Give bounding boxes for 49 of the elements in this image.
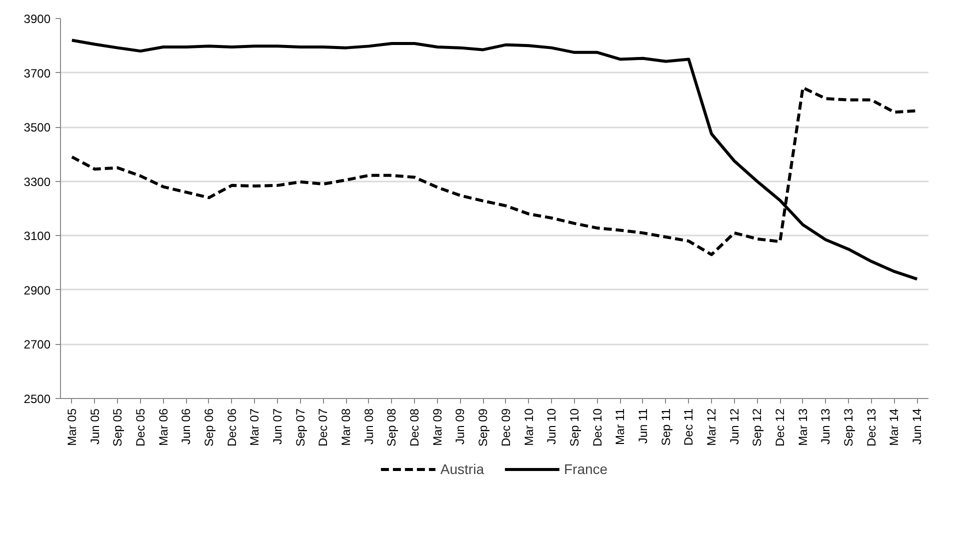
x-tick-label: Jun 11 [636,408,650,444]
x-tick-label: Dec 06 [224,408,239,447]
y-tick-label: 2700 [24,338,51,352]
x-tick-label: Dec 09 [498,408,513,447]
x-tick-label: Jun 13 [818,408,833,445]
x-tick-label: Dec 08 [408,408,422,447]
x-tick-label: Dec 10 [590,408,604,447]
x-tick-label: Sep 10 [567,408,582,447]
line-series [70,38,919,281]
x-tick-label: Mar 14 [887,408,902,446]
y-tick-label: 3700 [24,66,51,80]
x-tick-label: Jun 07 [270,408,284,445]
y-tick-label: 3100 [24,229,51,244]
x-tick-label: Jun 08 [362,408,376,445]
x-tick-label: Mar 06 [156,408,170,446]
x-tick-label: Mar 12 [704,408,718,446]
x-tick-label: Jun 14 [910,408,924,445]
y-tick-label: 3900 [24,12,51,26]
x-tick-label: Jun 10 [544,408,559,445]
x-tick-label: Mar 09 [430,408,444,446]
x-tick-label: Jun 05 [88,408,102,445]
x-tick-label: Dec 13 [864,408,878,447]
x-tick-label: Dec 05 [133,408,148,447]
x-tick-label: Mar 08 [339,408,354,446]
x-tick-label: Mar 13 [796,408,810,446]
x-tick-label: Jun 09 [453,408,468,445]
legend-label: Austria [440,461,484,477]
x-tick-label: Sep 13 [842,408,856,447]
x-tick-label: Sep 08 [384,408,399,447]
x-tick-label: Dec 07 [316,408,330,447]
y-tick-label: 3500 [24,120,51,135]
x-tick-label: Sep 05 [110,408,125,447]
x-tick-label: Sep 11 [658,408,673,446]
x-tick-label: Jun 06 [179,408,194,445]
x-tick-label: Sep 12 [750,408,764,447]
x-tick-label: Dec 12 [773,408,788,447]
y-tick-label: 2500 [24,392,51,406]
x-tick-label: Mar 10 [522,408,536,446]
x-tick-label: Sep 07 [293,408,308,447]
x-tick-label: Sep 09 [476,408,490,447]
x-tick-label: Dec 11 [682,408,696,446]
y-tick-label: 2900 [24,283,51,298]
legend-label: France [564,461,608,477]
x-tick-label: Mar 07 [248,408,262,446]
x-tick-label: Sep 06 [202,408,216,447]
y-tick-label: 3300 [24,174,51,189]
x-tick-label: Mar 11 [613,408,628,445]
x-tick-label: Jun 12 [727,408,742,445]
x-tick-label: Mar 05 [64,408,79,446]
